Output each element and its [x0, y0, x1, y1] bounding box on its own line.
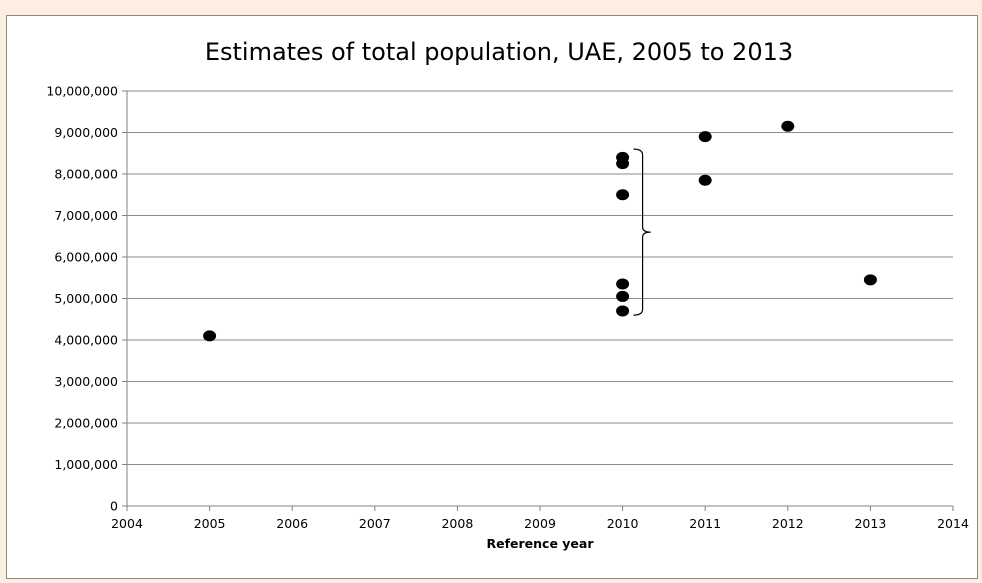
y-tick-label: 2,000,000	[54, 416, 118, 431]
x-tick-label: 2009	[524, 516, 556, 531]
data-points	[203, 120, 877, 342]
x-tick-label: 2008	[441, 516, 473, 531]
y-tick-label: 3,000,000	[54, 374, 118, 389]
data-point	[781, 120, 795, 132]
data-point	[616, 158, 630, 170]
gridlines	[127, 90, 953, 465]
y-tick-label: 7,000,000	[54, 208, 118, 223]
y-tick-label: 10,000,000	[46, 84, 118, 99]
y-tick-label: 9,000,000	[54, 125, 118, 140]
x-axis-title: Reference year	[486, 536, 594, 551]
x-tick-label: 2007	[359, 516, 391, 531]
x-tick-label: 2010	[607, 516, 639, 531]
x-tick-label: 2004	[111, 516, 143, 531]
data-point	[698, 131, 712, 143]
y-tick-label: 4,000,000	[54, 333, 118, 348]
x-tick-label: 2005	[194, 516, 226, 531]
axes	[122, 90, 954, 511]
data-point	[616, 290, 630, 302]
data-point	[616, 189, 630, 201]
data-point	[203, 330, 217, 342]
x-tick-label: 2013	[854, 516, 886, 531]
x-tick-label: 2011	[689, 516, 721, 531]
data-point	[616, 305, 630, 317]
y-tick-labels: 0 1,000,000 2,000,000 3,000,000 4,000,000 5,0…	[46, 84, 118, 514]
x-tick-label: 2012	[772, 516, 804, 531]
data-point	[616, 278, 630, 290]
grouping-brace	[633, 148, 651, 316]
scatter-chart: Estimates of total population, UAE, 2005…	[46, 38, 969, 551]
y-tick-label: 0	[110, 499, 118, 514]
x-tick-label: 2014	[937, 516, 969, 531]
y-tick-label: 8,000,000	[54, 167, 118, 182]
data-point	[698, 174, 712, 186]
x-tick-label: 2006	[276, 516, 308, 531]
data-point	[863, 274, 877, 286]
y-tick-label: 6,000,000	[54, 250, 118, 265]
y-tick-label: 5,000,000	[54, 291, 118, 306]
y-tick-label: 1,000,000	[54, 457, 118, 472]
chart-frame: Estimates of total population, UAE, 2005…	[6, 15, 978, 579]
annotations	[633, 148, 651, 316]
chart-title: Estimates of total population, UAE, 2005…	[205, 38, 793, 66]
x-tick-labels: 2004 2005 2006 2007 2008 2009 2010 2011 2012 2013…	[111, 516, 969, 531]
